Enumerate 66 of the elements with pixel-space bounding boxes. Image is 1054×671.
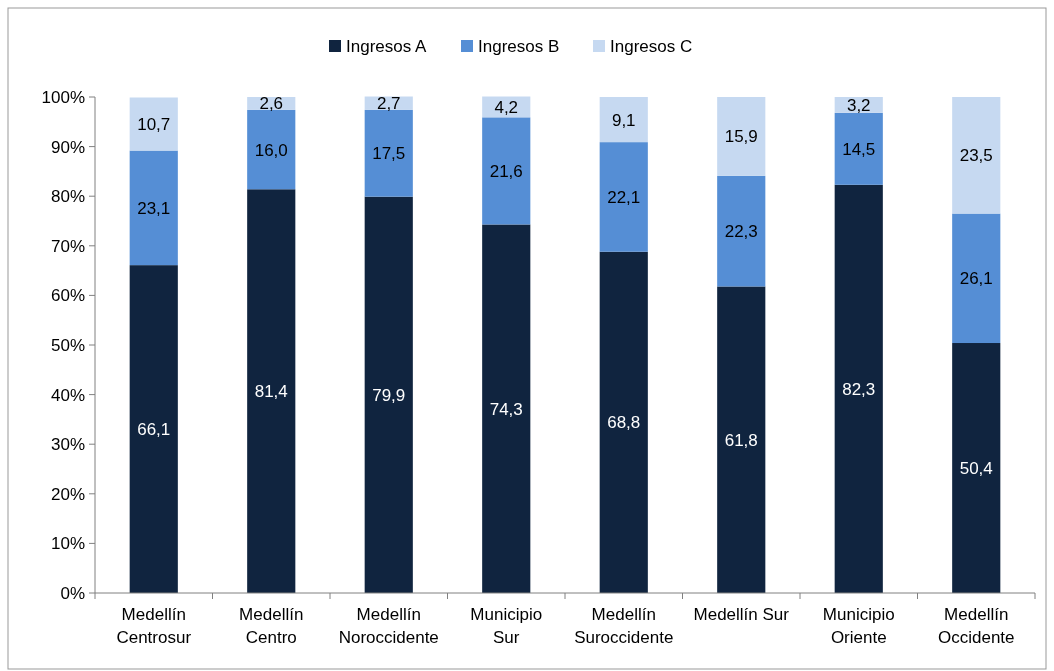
data-label: 2,7 (376, 94, 401, 114)
data-label: 21,6 (489, 161, 523, 181)
data-label: 9,1 (611, 110, 636, 130)
y-tick-label: 70% (50, 236, 85, 256)
bar (129, 265, 178, 593)
data-label: 81,4 (254, 382, 288, 402)
x-tick-label: Medellín Occidente (937, 605, 1015, 647)
y-tick-label: 20% (50, 484, 85, 504)
y-tick-label: 60% (50, 286, 85, 306)
data-label: 14,5 (842, 139, 876, 159)
x-tick-label: Medellín Noroccidente (338, 605, 439, 647)
bar (129, 150, 178, 266)
data-label: 50,4 (959, 458, 993, 478)
data-label: 22,3 (724, 222, 758, 242)
data-label: 16,0 (254, 140, 288, 160)
x-tick-label: Medellín Centro (239, 605, 304, 647)
legend-label: Ingresos B (478, 36, 560, 56)
data-label: 4,2 (494, 97, 519, 117)
x-tick-label: Medellín Suroccidente (574, 605, 674, 647)
bar (247, 189, 296, 593)
data-label: 15,9 (724, 127, 758, 147)
data-label: 61,8 (724, 430, 758, 450)
y-tick-label: 10% (50, 534, 85, 554)
bar (717, 97, 766, 176)
x-tick-label: Municipio Sur (470, 605, 543, 647)
data-label: 23,1 (137, 198, 171, 218)
bar (834, 184, 883, 593)
data-label: 3,2 (846, 95, 871, 115)
data-label: 26,1 (959, 269, 993, 289)
data-label: 82,3 (842, 379, 876, 399)
data-label: 66,1 (137, 420, 171, 440)
y-tick-label: 30% (50, 435, 85, 455)
bar (482, 117, 531, 225)
legend-label: Ingresos A (346, 36, 427, 56)
data-label: 79,9 (372, 385, 406, 405)
x-tick-label: Medellín Sur (693, 605, 790, 624)
bar (599, 97, 648, 143)
bar (952, 213, 1001, 344)
bar (717, 175, 766, 287)
data-label: 2,6 (259, 94, 284, 114)
bar (482, 224, 531, 593)
data-label: 74,3 (489, 399, 523, 419)
y-tick-label: 0% (60, 583, 85, 603)
data-label: 23,5 (959, 146, 993, 166)
bar (952, 343, 1001, 593)
data-label: 17,5 (372, 144, 406, 164)
y-tick-label: 90% (50, 137, 85, 157)
x-tick-label: Medellín Centrosur (116, 605, 192, 647)
y-tick-label: 50% (50, 335, 85, 355)
y-tick-label: 80% (50, 187, 85, 207)
legend-label: Ingresos C (610, 36, 693, 56)
data-label: 22,1 (607, 187, 641, 207)
y-tick-label: 100% (41, 87, 85, 107)
data-label: 10,7 (137, 114, 171, 134)
data-label: 68,8 (607, 413, 641, 433)
bar (247, 109, 296, 190)
y-tick-label: 40% (50, 385, 85, 405)
bar (129, 97, 178, 151)
bar (599, 251, 648, 593)
bar (952, 97, 1001, 214)
x-tick-label: Municipio Oriente (822, 605, 895, 647)
bar (834, 112, 883, 185)
bar (364, 109, 413, 197)
bar (599, 142, 648, 252)
bar (364, 196, 413, 593)
bar (717, 286, 766, 593)
